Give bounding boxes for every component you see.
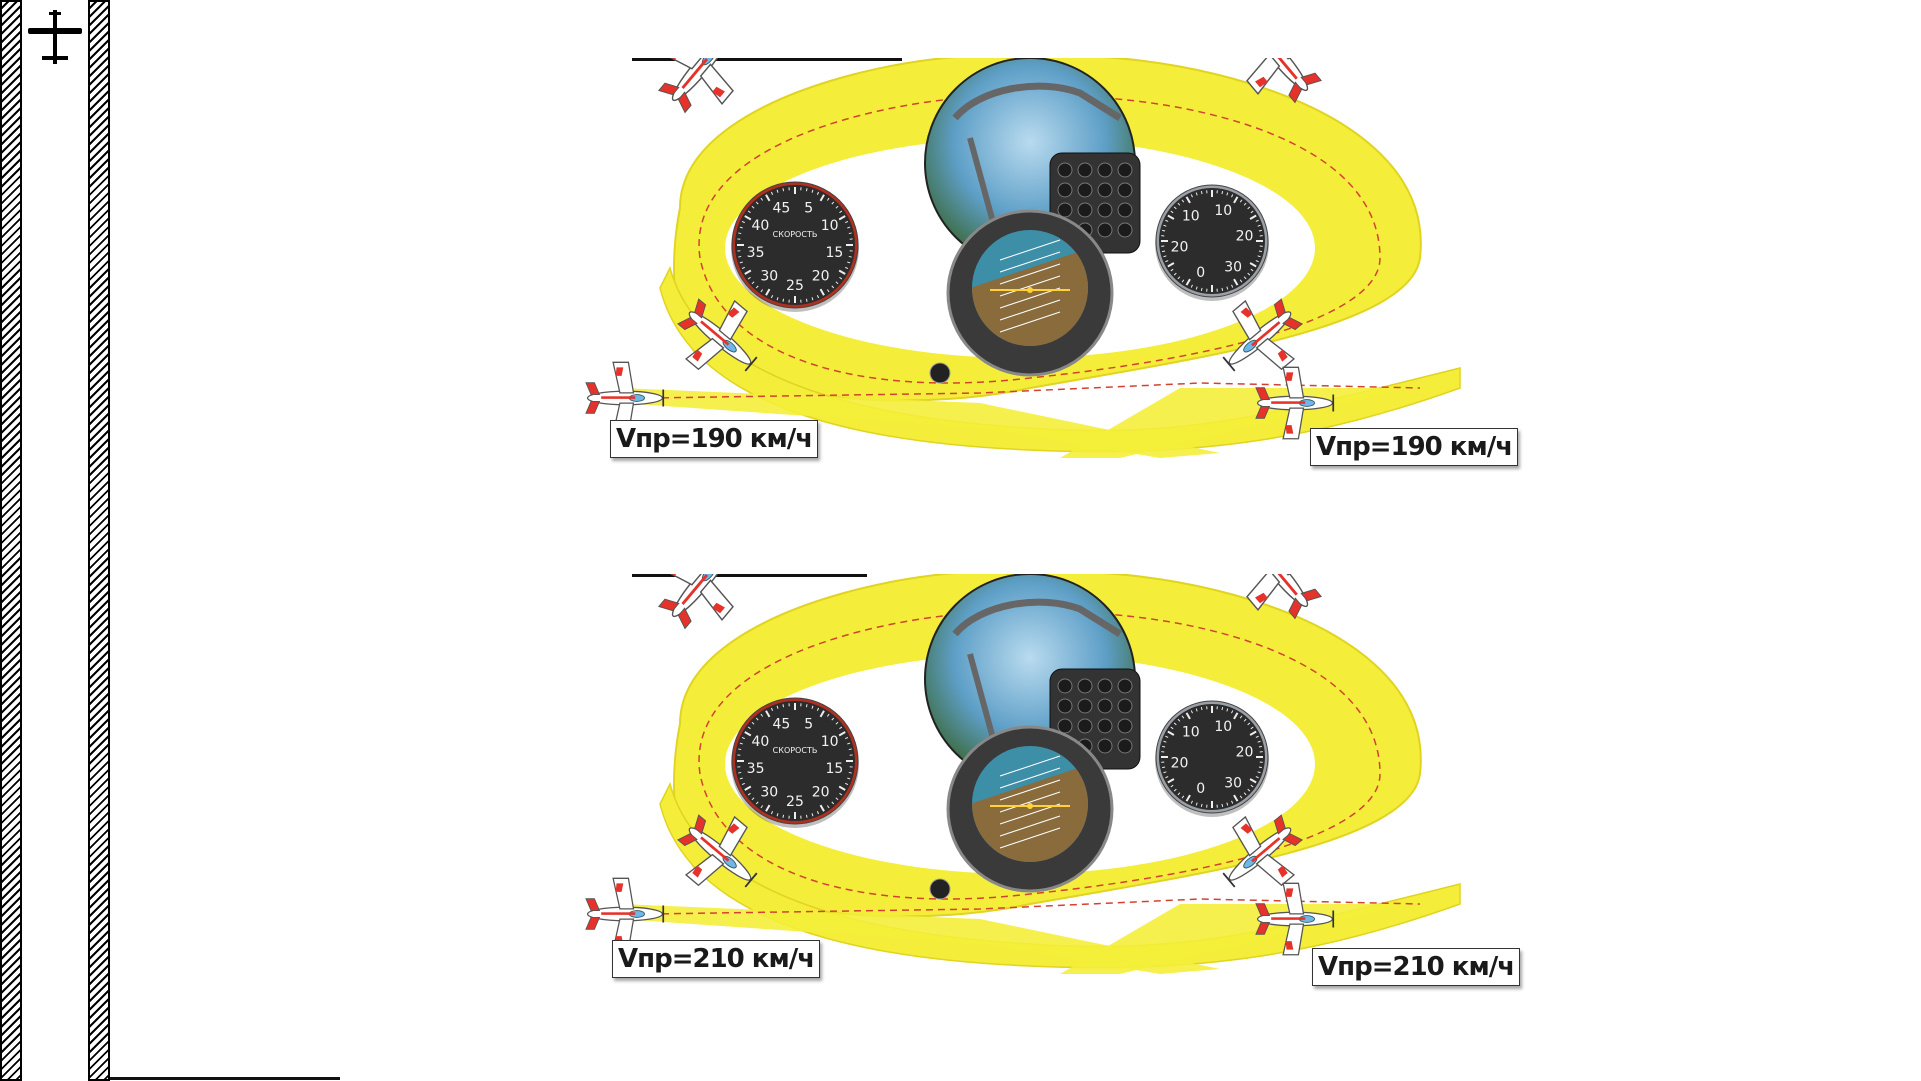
gauge-tick-label: 35 <box>747 761 765 777</box>
gauge-tick-label: 5 <box>804 200 813 216</box>
yellow-ribbon-entry <box>620 388 1220 458</box>
title-underline <box>632 574 867 577</box>
speed-label-right: Vпр=210 км/ч <box>1312 948 1521 986</box>
gauge-tick-label: 10 <box>1214 203 1232 219</box>
right-hatched-border <box>88 0 110 1081</box>
gauge-tick-label: 10 <box>821 218 839 234</box>
gauge-tick-label: 35 <box>747 245 765 261</box>
gauge-tick-label: 20 <box>812 785 830 801</box>
attitude-indicator <box>929 725 1114 900</box>
gauge-tick-label: 30 <box>760 269 778 285</box>
gauge-tick-label: 20 <box>1236 744 1254 760</box>
yak-plane-icon <box>1222 814 1303 888</box>
yak-plane-icon <box>1255 366 1335 440</box>
footer-rule <box>110 1077 340 1080</box>
yak-plane-icon <box>585 361 665 435</box>
diagram-190: 5 10 15 20 25 30 35 40 45 СКОРОСТЬ 10 20 30 0 20 10 Vпр… <box>560 58 1519 518</box>
gauge-tick-label: 20 <box>1171 756 1189 772</box>
yak-plane-icon <box>585 877 665 951</box>
gauge-tick-label: 0 <box>1196 781 1205 797</box>
yak-plane-icon <box>657 574 734 630</box>
gauge-tick-label: 10 <box>821 734 839 750</box>
yak-plane-icon <box>657 58 734 114</box>
left-hatched-border <box>0 0 22 1081</box>
trajectory-dashed <box>649 382 1421 399</box>
gauge-tick-label: 40 <box>751 218 769 234</box>
gauge-tick-label: 45 <box>772 716 790 732</box>
gauge-tick-label: 15 <box>825 761 843 777</box>
gauge-tick-label: 30 <box>760 785 778 801</box>
yak-plane-icon <box>1222 298 1303 372</box>
gauge-tick-label: 10 <box>1214 719 1232 735</box>
gauge-title: СКОРОСТЬ <box>773 746 818 755</box>
yak-plane-icon <box>677 298 758 372</box>
trajectory-dashed <box>698 611 1381 900</box>
gauge-tick-label: 5 <box>804 716 813 732</box>
title-underline <box>632 58 902 61</box>
yak-plane-icon <box>1246 58 1323 104</box>
speed-label-left: Vпр=190 км/ч <box>610 420 819 458</box>
speed-label-right: Vпр=190 км/ч <box>1310 428 1519 466</box>
gauge-tick-label: 25 <box>786 794 804 810</box>
gauge-tick-label: 45 <box>772 200 790 216</box>
gauge-tick-label: 30 <box>1224 775 1242 791</box>
knob-icon <box>929 878 951 900</box>
trajectory-dashed <box>649 898 1421 915</box>
gauge-tick-label: 20 <box>812 269 830 285</box>
speed-label-left: Vпр=210 км/ч <box>612 940 821 978</box>
yak-plane-icon <box>1255 882 1335 956</box>
airplane-icon <box>28 10 82 64</box>
gauge-tick-label: 40 <box>751 734 769 750</box>
yak-plane-icon <box>1246 574 1323 620</box>
gauge-tick-label: 30 <box>1224 259 1242 275</box>
gauge-tick-label: 10 <box>1182 725 1200 741</box>
gauge-tick-label: 20 <box>1171 240 1189 256</box>
gauge-tick-label: 20 <box>1236 228 1254 244</box>
gauge-tick-label: 25 <box>786 278 804 294</box>
knob-icon <box>929 362 951 384</box>
gauge-tick-label: 0 <box>1196 265 1205 281</box>
sidebar-strip <box>22 0 88 1081</box>
yellow-ribbon-entry <box>620 904 1220 974</box>
diagram-210: 5 10 15 20 25 30 35 40 45 СКОРОСТЬ 10 20 30 0 20 10 Vпр… <box>560 574 1521 1034</box>
trajectory-dashed <box>698 95 1381 384</box>
gauge-tick-label: 15 <box>825 245 843 261</box>
gauge-title: СКОРОСТЬ <box>773 230 818 239</box>
gauge-tick-label: 10 <box>1182 209 1200 225</box>
yak-plane-icon <box>677 814 758 888</box>
attitude-indicator <box>929 209 1114 384</box>
